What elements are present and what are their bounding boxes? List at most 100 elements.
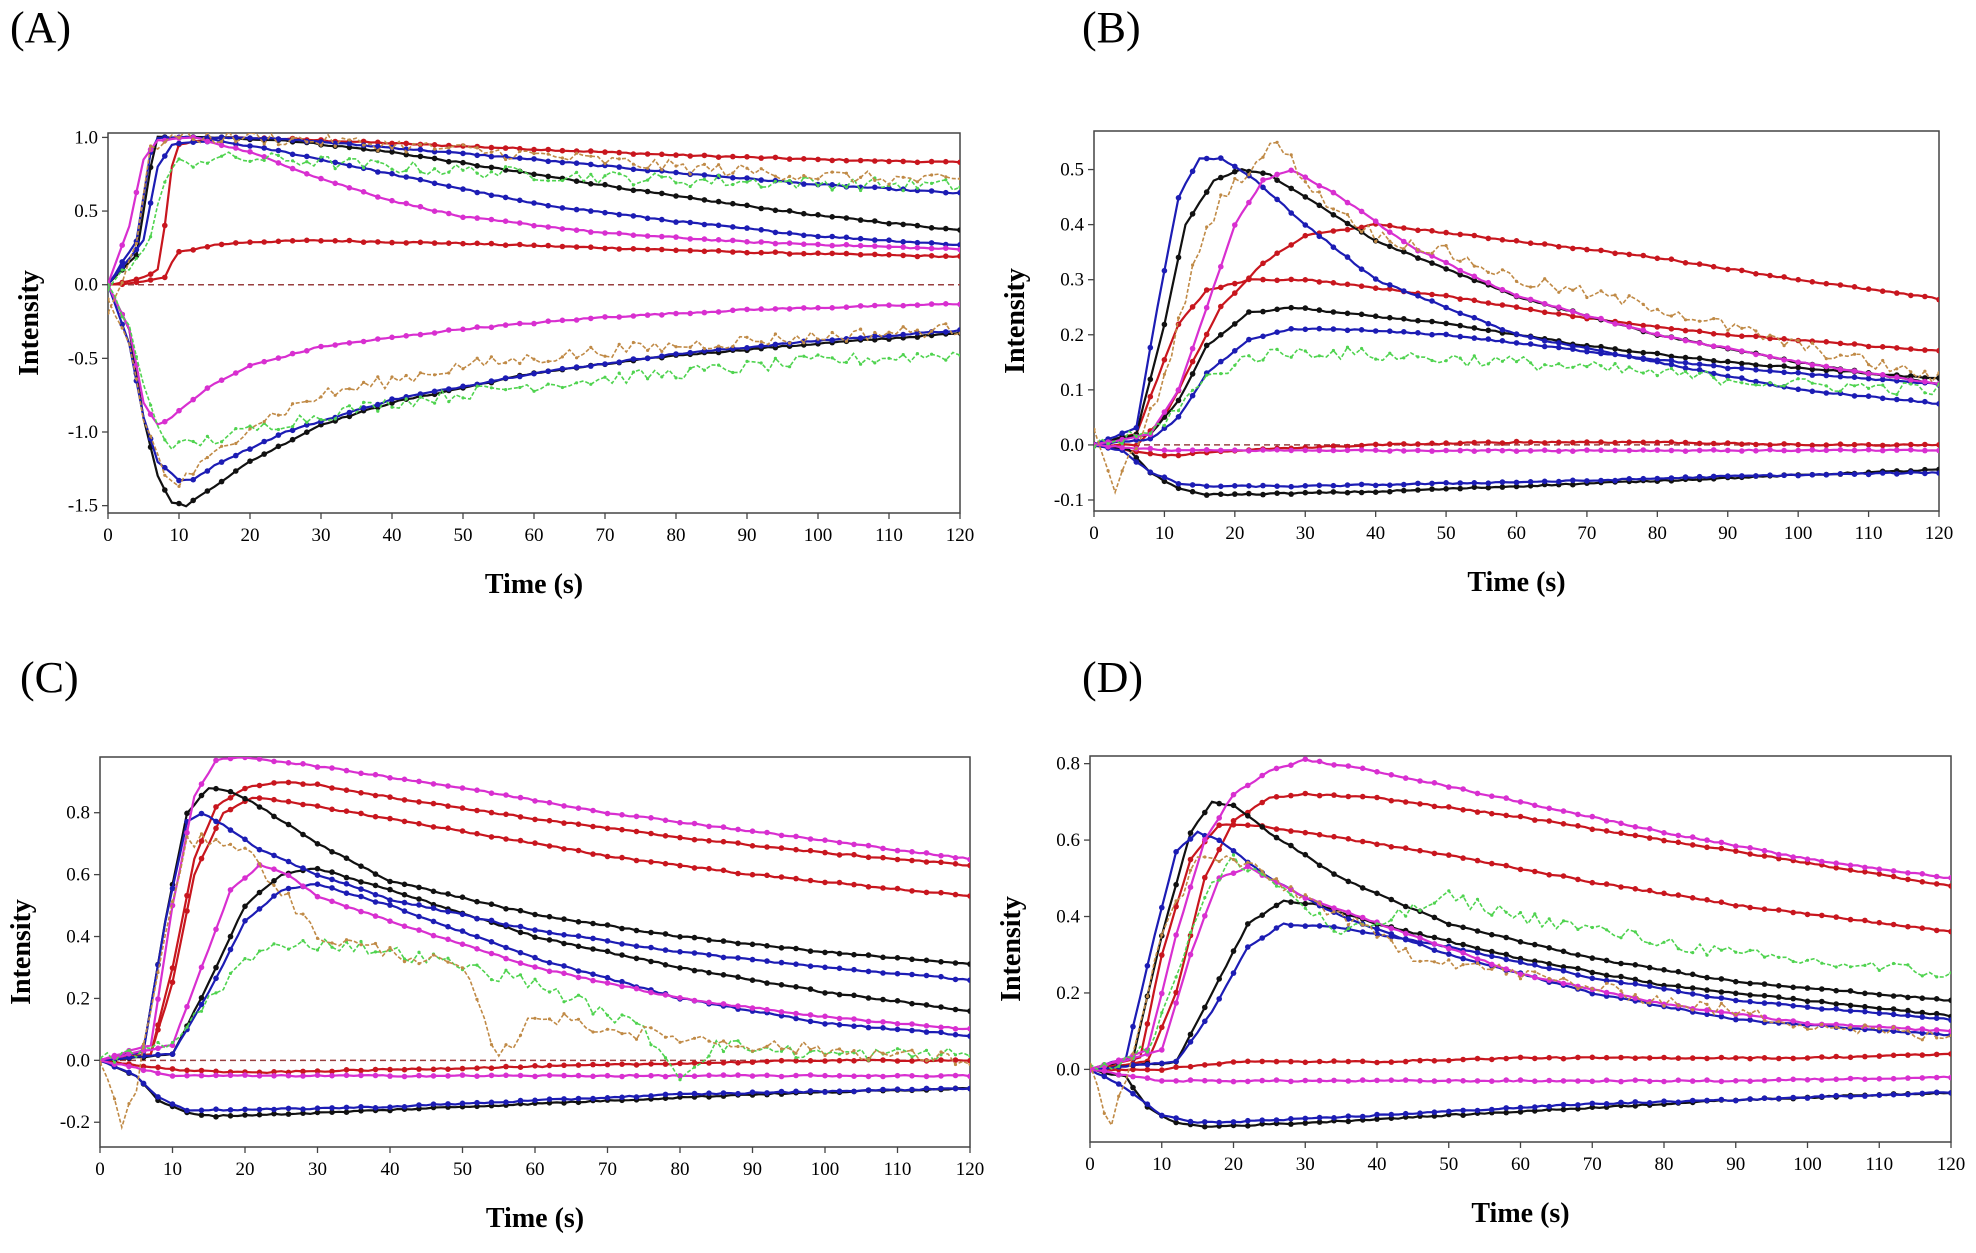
- data-point: [822, 849, 828, 856]
- data-point: [1879, 372, 1886, 378]
- data-point: [1429, 448, 1435, 454]
- data-point: [859, 188, 863, 193]
- data-point: [213, 1106, 219, 1112]
- series-markers-tan: [108, 297, 960, 488]
- data-point: [1429, 486, 1435, 492]
- data-point: [475, 384, 479, 388]
- x-axis-title: Time (s): [1471, 1198, 1569, 1229]
- data-point: [1862, 869, 1868, 875]
- x-tick-label: 70: [596, 525, 615, 546]
- data-point: [706, 1060, 712, 1066]
- data-point: [1518, 977, 1523, 981]
- data-point: [198, 792, 205, 799]
- data-point: [590, 977, 596, 984]
- data-point: [227, 827, 234, 833]
- data-point: [1331, 792, 1337, 798]
- data-point: [1471, 314, 1478, 321]
- x-tick-label: 60: [525, 525, 544, 546]
- data-point: [938, 859, 944, 866]
- data-point: [1316, 233, 1323, 240]
- data-point: [873, 330, 877, 335]
- data-point: [1922, 347, 1928, 353]
- data-point: [1417, 1110, 1423, 1116]
- data-point: [300, 801, 306, 808]
- data-point: [715, 346, 722, 353]
- data-point: [1131, 1052, 1135, 1056]
- data-point: [644, 312, 651, 318]
- data-point: [1725, 358, 1731, 365]
- data-point: [218, 142, 225, 149]
- data-point: [1805, 958, 1810, 962]
- data-point: [604, 980, 611, 986]
- data-point: [518, 385, 522, 390]
- data-point: [502, 145, 509, 151]
- data-point: [1474, 1055, 1481, 1062]
- data-point: [691, 950, 698, 956]
- data-point: [1541, 338, 1548, 344]
- data-point: [1790, 984, 1796, 991]
- data-point: [909, 1000, 915, 1007]
- data-point: [1485, 480, 1492, 487]
- data-point: [662, 817, 669, 824]
- data-point: [262, 142, 266, 146]
- data-point: [1710, 370, 1717, 377]
- data-point: [1733, 1097, 1739, 1104]
- data-point: [691, 865, 698, 871]
- data-point: [1837, 441, 1844, 448]
- data-point: [706, 1072, 712, 1079]
- data-point: [924, 1048, 929, 1052]
- data-point: [720, 824, 727, 830]
- data-point: [360, 239, 367, 245]
- data-point: [459, 785, 466, 791]
- data-point: [1332, 910, 1336, 914]
- x-tick-label: 80: [671, 1159, 690, 1180]
- data-point: [1460, 1078, 1466, 1084]
- data-point: [1274, 329, 1280, 336]
- data-point: [305, 420, 309, 424]
- data-point: [1908, 447, 1914, 453]
- data-point: [1288, 922, 1294, 929]
- data-point: [286, 947, 291, 951]
- data-point: [952, 1057, 959, 1063]
- data-point: [488, 917, 495, 924]
- data-point: [488, 1065, 495, 1071]
- data-point: [459, 828, 466, 834]
- data-point: [1877, 968, 1881, 973]
- data-point: [1260, 184, 1266, 191]
- data-point: [1905, 1012, 1911, 1019]
- data-point: [372, 913, 379, 919]
- data-point: [1514, 279, 1519, 283]
- series-markers-green: [108, 283, 960, 444]
- data-point: [460, 240, 466, 247]
- data-point: [619, 941, 625, 947]
- data-point: [170, 900, 175, 904]
- data-point: [852, 1051, 856, 1055]
- data-point: [1288, 326, 1294, 332]
- data-point: [1401, 316, 1407, 322]
- series-markers-blue: [1094, 155, 1939, 448]
- data-point: [843, 304, 850, 311]
- data-point: [865, 1024, 872, 1031]
- data-point: [404, 397, 408, 401]
- data-point: [1159, 1024, 1165, 1031]
- data-point: [204, 468, 211, 474]
- data-point: [1443, 292, 1449, 299]
- data-point: [1532, 1078, 1538, 1084]
- data-point: [677, 834, 683, 841]
- data-point: [1689, 1055, 1696, 1061]
- data-point: [1417, 935, 1423, 941]
- data-point: [318, 343, 324, 350]
- data-point: [1147, 450, 1154, 457]
- data-point: [1130, 1023, 1136, 1030]
- data-point: [620, 1032, 624, 1036]
- data-point: [1654, 331, 1661, 337]
- data-point: [517, 145, 523, 152]
- data-point: [401, 908, 408, 914]
- data-point: [1570, 308, 1576, 315]
- data-point: [1418, 909, 1422, 913]
- data-point: [517, 1097, 524, 1104]
- data-point: [1372, 276, 1379, 282]
- data-point: [1754, 383, 1758, 387]
- data-point: [248, 424, 252, 428]
- x-axis-title: Time (s): [485, 569, 583, 600]
